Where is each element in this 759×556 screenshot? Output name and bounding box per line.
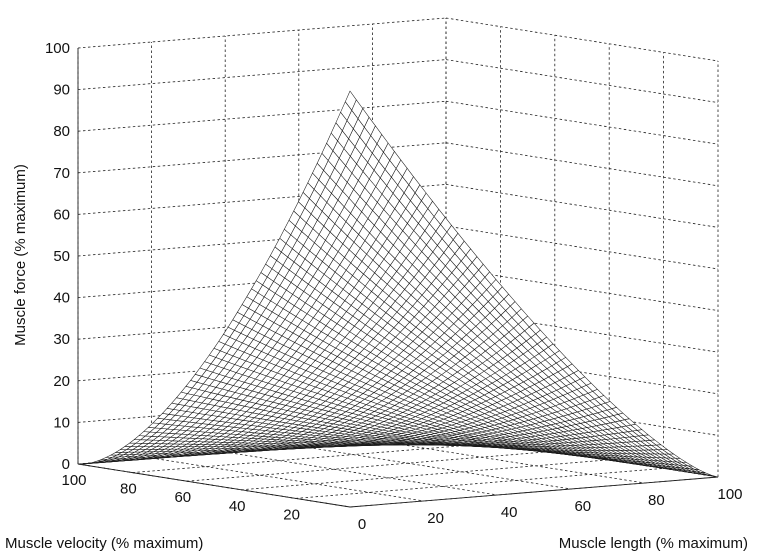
length-tick-label: 20 (427, 510, 444, 527)
gridline-force-90 (77, 59, 447, 90)
gridline-force-40 (77, 267, 447, 298)
x-axis-label: Muscle velocity (% maximum) (5, 535, 203, 552)
gridline-force-80 (77, 100, 447, 132)
length-axis-line (349, 476, 719, 508)
force-tick-label: 40 (53, 290, 70, 307)
gridline-force-70 (445, 142, 719, 187)
force-tick-label: 100 (45, 40, 70, 57)
gridline-force-10 (77, 392, 447, 423)
surface-cell (345, 90, 357, 111)
force-tick-label: 10 (53, 414, 70, 431)
gridline-force-100 (77, 17, 447, 49)
force-tick-label: 90 (53, 82, 70, 99)
length-tick-label: 40 (501, 504, 518, 521)
gridline-force-50 (77, 225, 447, 257)
gridline-force-100 (445, 17, 719, 62)
gridline-length-80 (372, 439, 645, 484)
surface-mesh (77, 90, 719, 478)
force-tick-label: 70 (53, 165, 70, 182)
gridline-length-40 (225, 451, 498, 496)
force-tick-label: 80 (53, 123, 70, 140)
gridline-velocity-60 (186, 450, 555, 482)
z-axis-label: Muscle force (% maximum) (12, 164, 29, 346)
y-axis-label: Muscle length (% maximum) (559, 535, 748, 552)
force-tick-label: 20 (53, 373, 70, 390)
gridline-force-90 (445, 59, 719, 103)
gridline-force-60 (445, 184, 719, 228)
gridline-velocity-20 (295, 468, 664, 499)
gridline-velocity-80 (132, 442, 501, 473)
force-tick-label: 0 (62, 456, 70, 473)
force-tick-label: 30 (53, 331, 70, 348)
force-tick-label: 60 (53, 206, 70, 223)
grid-layer (77, 17, 719, 508)
gridline-force-50 (445, 225, 719, 270)
gridline-length-60 (298, 445, 571, 490)
force-tick-label: 50 (53, 248, 70, 265)
length-tick-label: 0 (358, 516, 366, 533)
length-tick-label: 80 (648, 492, 665, 509)
velocity-tick-label: 40 (229, 498, 246, 515)
gridline-length-20 (151, 457, 424, 502)
velocity-axis-line (77, 463, 351, 508)
velocity-tick-label: 60 (174, 489, 191, 506)
gridline-velocity-40 (241, 459, 610, 491)
gridline-force-60 (77, 184, 447, 215)
gridline-force-80 (445, 100, 719, 145)
velocity-tick-label: 80 (120, 481, 137, 498)
gridline-force-20 (77, 350, 447, 382)
velocity-tick-label: 20 (283, 506, 300, 523)
gridline-force-70 (77, 142, 447, 174)
gridline-force-30 (77, 308, 447, 340)
length-tick-label: 60 (574, 498, 591, 515)
velocity-tick-label: 100 (61, 472, 86, 489)
length-tick-label: 100 (717, 486, 742, 503)
